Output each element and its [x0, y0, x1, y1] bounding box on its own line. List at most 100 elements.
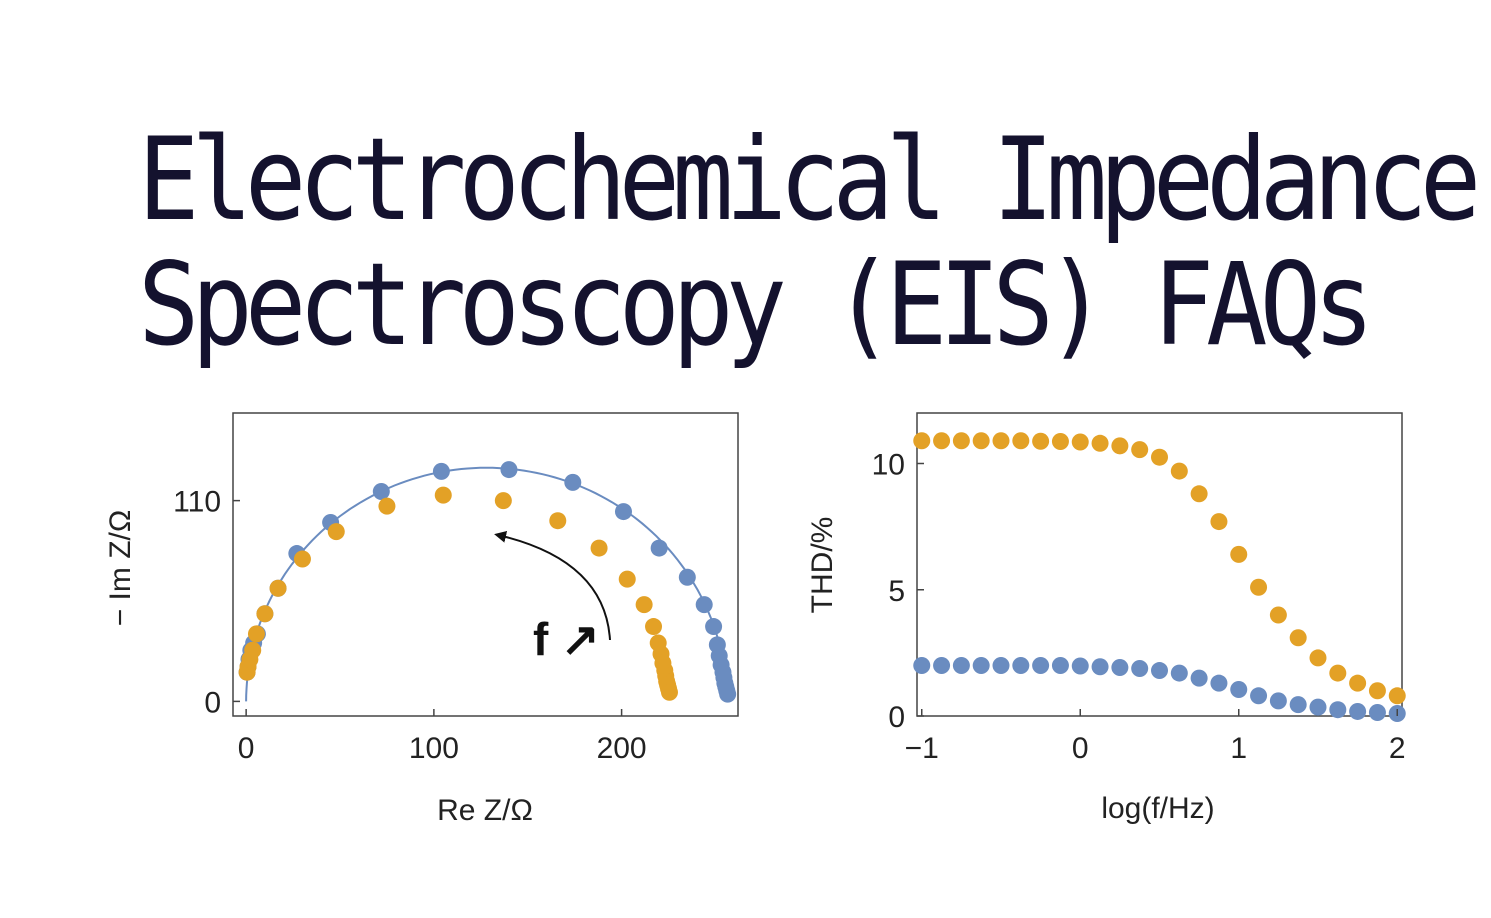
- c2-point-s0-21: [1329, 664, 1347, 682]
- c2-point-s0-11: [1131, 441, 1149, 459]
- c2-point-s1-17: [1250, 687, 1268, 705]
- c2-point-s0-22: [1349, 674, 1367, 692]
- c1-point-s0-16: [678, 568, 696, 586]
- c1-point-s1-15: [635, 596, 653, 614]
- c2-point-s1-6: [1032, 657, 1050, 674]
- c1-point-s0-14: [614, 503, 632, 521]
- c1-point-s1-7: [293, 550, 311, 568]
- c2-point-s1-5: [1012, 657, 1030, 674]
- c1-point-s1-3: [244, 641, 262, 659]
- c2-point-s0-1: [933, 432, 951, 450]
- nyquist-y-ticks: 0 110: [173, 486, 240, 719]
- c2-point-s1-0: [913, 657, 931, 674]
- c1-point-s1-11: [494, 492, 512, 510]
- c2-y-tick-label: 0: [888, 701, 905, 734]
- c1-point-s0-18: [705, 618, 723, 636]
- c2-point-s0-12: [1151, 448, 1168, 466]
- c1-point-s0-12: [500, 461, 518, 479]
- c2-y-tick-label: 5: [888, 575, 905, 608]
- c2-point-s0-16: [1230, 545, 1248, 563]
- thd-x-axis-label: log(f/Hz): [1101, 792, 1214, 825]
- c2-point-s1-3: [972, 657, 990, 674]
- thd-plot-frame: [916, 412, 1403, 717]
- c1-point-s0-15: [650, 539, 668, 557]
- c2-point-s0-4: [992, 432, 1010, 450]
- nyquist-chart: 0 100 200 0 110 Re Z/Ω − Im Z/Ω f ↗: [104, 412, 739, 827]
- c1-y-tick-label: 110: [173, 486, 221, 519]
- c2-point-s0-0: [913, 432, 931, 450]
- c2-point-s0-14: [1190, 485, 1208, 503]
- c2-point-s0-9: [1091, 434, 1109, 452]
- c2-point-s0-13: [1170, 462, 1188, 480]
- c2-point-s0-24: [1388, 687, 1406, 705]
- c1-point-s0-27: [719, 685, 737, 703]
- c2-point-s0-10: [1111, 437, 1129, 455]
- c2-x-tick-label: 1: [1230, 732, 1247, 765]
- c2-x-tick-label: −1: [905, 732, 939, 765]
- c2-point-s1-4: [992, 657, 1010, 674]
- c2-point-s1-21: [1329, 701, 1347, 719]
- frequency-annotation: f ↗: [533, 613, 600, 665]
- c2-point-s1-15: [1210, 674, 1228, 692]
- c1-point-s1-12: [549, 512, 567, 530]
- c1-point-s1-4: [247, 625, 265, 643]
- c1-point-s1-8: [327, 523, 345, 541]
- c2-point-s1-1: [933, 657, 951, 674]
- thd-y-axis-label: THD/%: [806, 517, 839, 614]
- nyquist-x-axis-label: Re Z/Ω: [437, 794, 533, 827]
- thd-y-ticks: 0 5 10: [872, 449, 924, 734]
- c2-point-s1-20: [1309, 698, 1327, 716]
- c1-point-s1-25: [660, 683, 678, 701]
- c1-point-s1-14: [618, 570, 636, 588]
- c2-x-tick-label: 0: [1072, 732, 1089, 765]
- c1-point-s0-17: [695, 596, 713, 614]
- c2-point-s1-7: [1051, 657, 1069, 674]
- c2-point-s1-2: [952, 657, 970, 674]
- c1-point-s1-16: [645, 618, 663, 636]
- c1-x-tick-label: 100: [409, 732, 459, 765]
- c2-point-s1-8: [1071, 657, 1089, 675]
- title-line-2: Spectroscopy (EIS) FAQs: [138, 238, 1374, 373]
- thd-points: [913, 432, 1406, 722]
- c2-point-s0-3: [972, 432, 990, 450]
- c1-point-s1-6: [269, 579, 287, 597]
- nyquist-fit-curve: [245, 466, 728, 702]
- c2-point-s1-13: [1170, 664, 1188, 682]
- c1-point-s1-9: [378, 497, 396, 515]
- c2-point-s0-17: [1250, 578, 1268, 596]
- c2-x-tick-label: 2: [1389, 732, 1406, 765]
- c2-point-s0-5: [1012, 432, 1030, 450]
- c2-point-s0-6: [1032, 432, 1050, 450]
- c2-point-s0-18: [1269, 606, 1287, 624]
- nyquist-plot-frame: [232, 412, 739, 717]
- c1-point-s1-10: [434, 486, 452, 504]
- c1-point-s0-13: [564, 473, 582, 491]
- c1-x-tick-label: 200: [597, 732, 647, 765]
- nyquist-points: [238, 461, 737, 703]
- c2-point-s0-23: [1368, 682, 1386, 700]
- c2-point-s1-14: [1190, 669, 1208, 687]
- nyquist-x-ticks: 0 100 200: [238, 709, 647, 765]
- c2-point-s0-15: [1210, 513, 1228, 531]
- frequency-arrow: [494, 530, 611, 641]
- c2-point-s1-10: [1111, 659, 1129, 677]
- c1-point-s0-11: [432, 462, 450, 480]
- c2-point-s0-19: [1289, 629, 1307, 647]
- c2-point-s1-16: [1230, 680, 1248, 698]
- c2-point-s0-7: [1051, 433, 1069, 451]
- c1-point-s1-5: [256, 605, 274, 623]
- c1-point-s1-13: [590, 539, 608, 557]
- c2-point-s0-2: [952, 432, 970, 450]
- c2-point-s1-23: [1368, 703, 1386, 721]
- c2-point-s1-19: [1289, 696, 1307, 714]
- nyquist-y-axis-label: − Im Z/Ω: [104, 510, 137, 627]
- c2-point-s1-12: [1151, 662, 1168, 680]
- c2-point-s0-8: [1071, 433, 1089, 451]
- c2-point-s0-20: [1309, 649, 1327, 667]
- c2-point-s1-11: [1131, 660, 1149, 678]
- c2-point-s1-18: [1269, 692, 1287, 710]
- c2-y-tick-label: 10: [872, 449, 905, 482]
- c1-x-tick-label: 0: [238, 732, 255, 765]
